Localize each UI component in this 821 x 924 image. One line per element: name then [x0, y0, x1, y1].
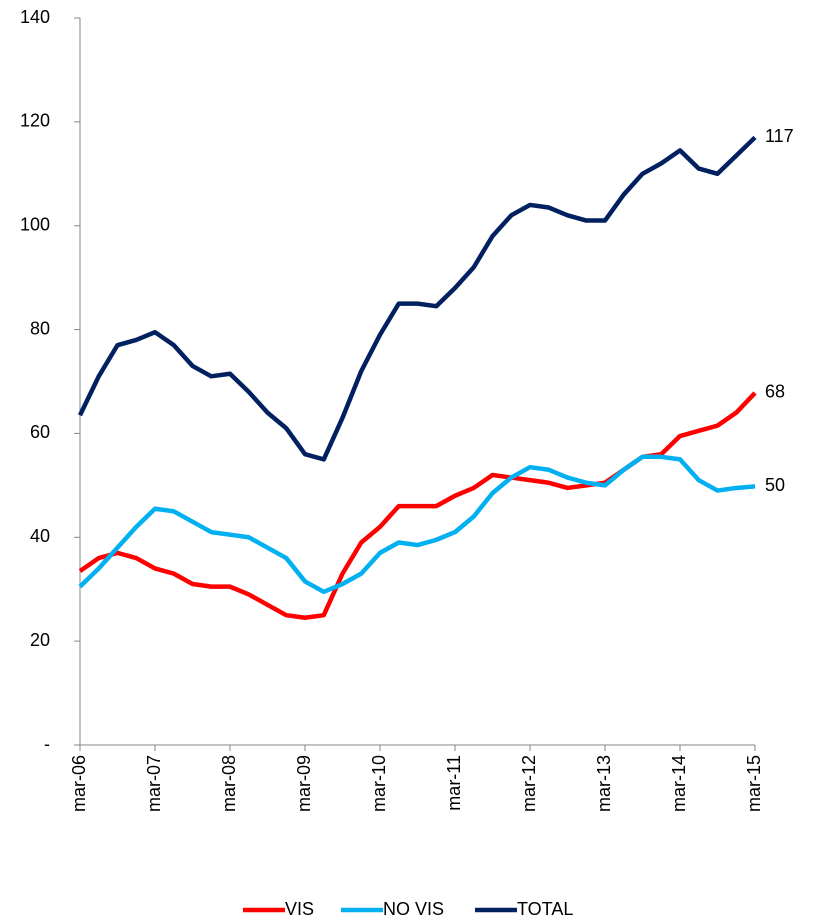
legend-label: NO VIS — [383, 899, 444, 919]
y-tick-label: 100 — [20, 214, 50, 234]
x-tick-label: mar-14 — [669, 755, 689, 812]
x-tick-label: mar-10 — [369, 755, 389, 812]
y-tick-label: 140 — [20, 7, 50, 27]
x-tick-label: mar-07 — [144, 755, 164, 812]
x-tick-label: mar-15 — [744, 755, 764, 812]
legend-label: VIS — [285, 899, 314, 919]
legend-label: TOTAL — [517, 899, 573, 919]
y-tick-label: 80 — [30, 318, 50, 338]
x-tick-label: mar-08 — [219, 755, 239, 812]
series-line — [78, 391, 757, 621]
x-tick-label: mar-11 — [444, 755, 464, 811]
x-tick-label: mar-06 — [69, 755, 89, 812]
series-line — [77, 135, 757, 462]
y-tick-label: 60 — [30, 422, 50, 442]
x-tick-label: mar-12 — [519, 755, 539, 812]
x-tick-label: mar-09 — [294, 755, 314, 812]
end-label: 117 — [765, 126, 794, 146]
end-label: 50 — [765, 475, 785, 495]
end-label: 68 — [765, 382, 785, 402]
y-tick-label: - — [44, 734, 50, 754]
y-tick-label: 40 — [30, 526, 50, 546]
series-line — [78, 454, 756, 595]
x-tick-label: mar-13 — [594, 755, 614, 812]
y-tick-label: 120 — [20, 111, 50, 131]
y-tick-label: 20 — [30, 630, 50, 650]
